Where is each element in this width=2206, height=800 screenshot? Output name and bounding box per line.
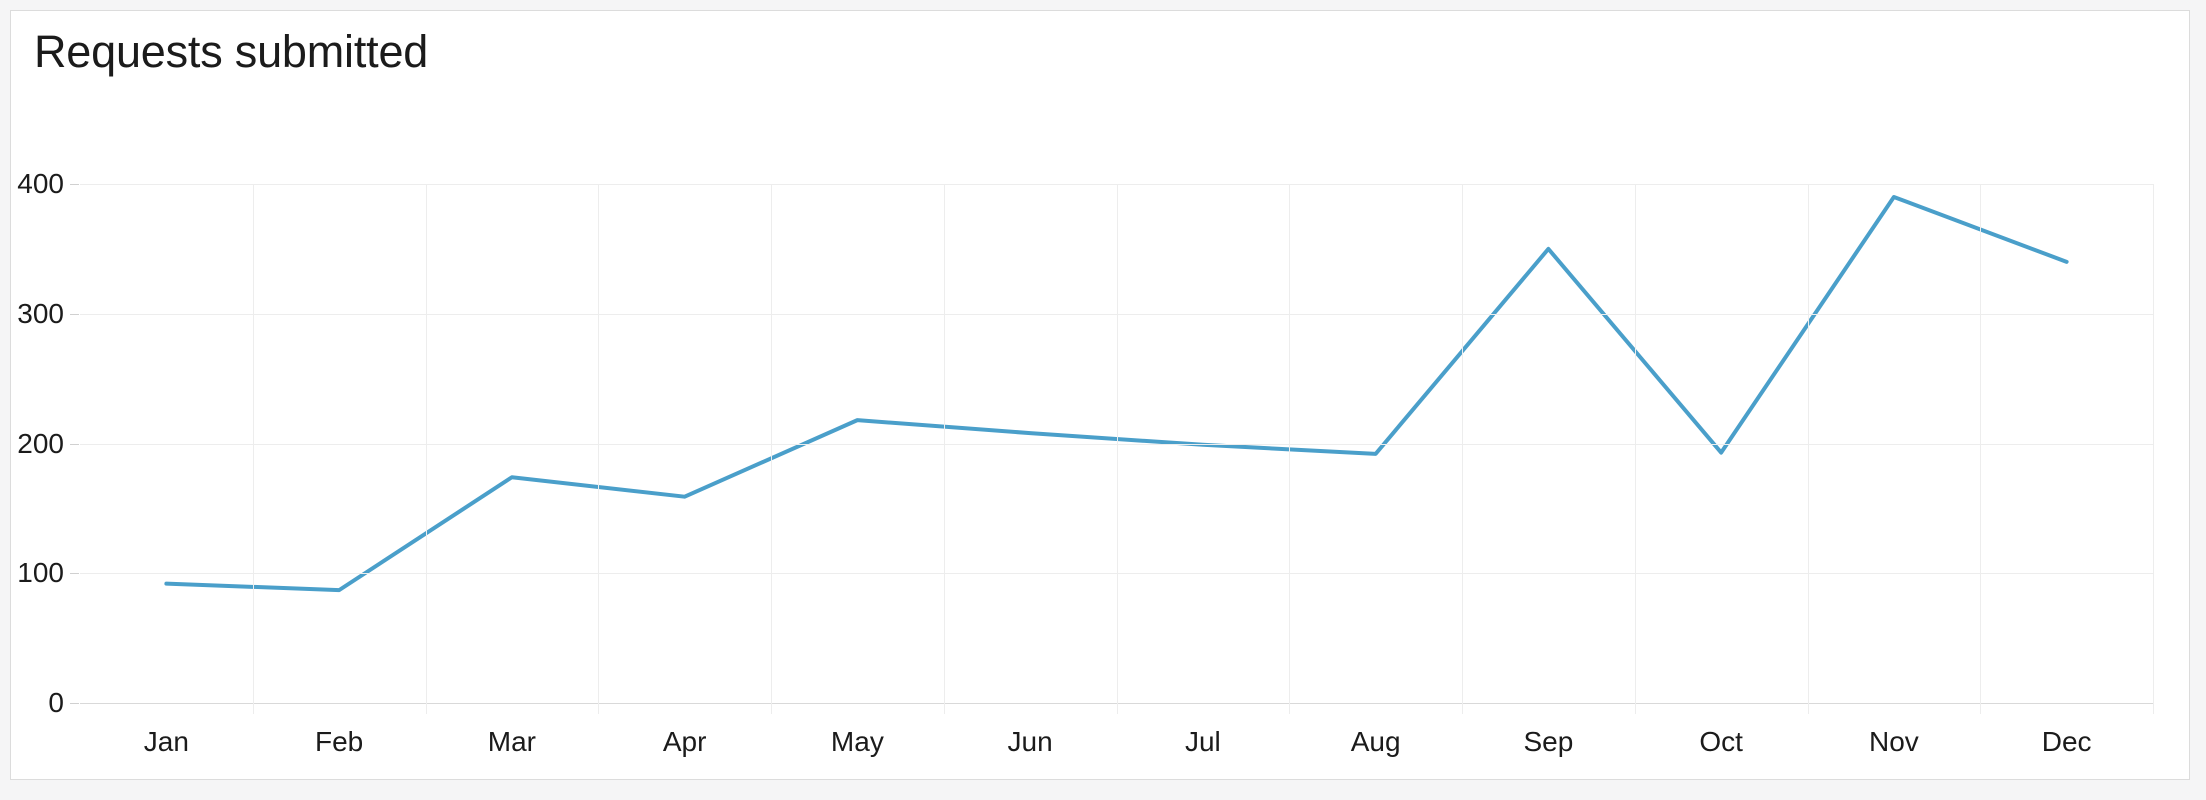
y-tick-label: 0 bbox=[48, 687, 64, 718]
y-tick-label: 400 bbox=[17, 168, 64, 199]
x-gridline bbox=[1635, 184, 1636, 714]
x-gridline bbox=[1117, 184, 1118, 714]
x-tick-label: Mar bbox=[487, 726, 536, 757]
y-tick-mark bbox=[70, 443, 79, 445]
x-gridline bbox=[1289, 184, 1290, 714]
x-tick-label: Aug bbox=[1350, 726, 1401, 757]
x-tick-label: Jul bbox=[1184, 726, 1221, 757]
x-tick-label: Jun bbox=[1007, 726, 1053, 757]
chart-plot-area: 0 100 200 300 400 Jan Feb Mar Apr May Jun Jul Aug Sep… bbox=[17, 168, 2154, 757]
x-tick-label: Nov bbox=[1868, 726, 1919, 757]
chart-card: Requests submitted 0 100 200 300 400 Jan Feb Ma… bbox=[10, 10, 2190, 780]
x-gridline bbox=[2153, 184, 2154, 714]
line-series-requests-submitted bbox=[80, 184, 2153, 703]
y-tick-label: 200 bbox=[17, 427, 64, 459]
x-tick-label: Oct bbox=[1699, 726, 1743, 757]
x-gridline bbox=[1462, 184, 1463, 714]
x-tick-label: Dec bbox=[2041, 726, 2092, 757]
page-title: Requests submitted bbox=[34, 26, 429, 77]
y-tick-label: 300 bbox=[17, 297, 64, 329]
x-tick-label: Apr bbox=[662, 726, 707, 757]
y-tick-mark bbox=[70, 184, 79, 185]
x-gridline bbox=[944, 184, 945, 714]
y-gridline bbox=[80, 573, 2153, 575]
y-gridline bbox=[80, 443, 2153, 445]
y-tick-label: 100 bbox=[17, 557, 64, 589]
x-tick-label: Feb bbox=[315, 726, 364, 757]
x-gridline bbox=[1808, 184, 1809, 714]
y-gridline bbox=[80, 703, 2153, 704]
x-gridline bbox=[771, 184, 772, 714]
y-gridline bbox=[80, 184, 2153, 185]
y-gridline bbox=[80, 313, 2153, 315]
y-tick-mark bbox=[70, 313, 79, 315]
x-tick-label: Sep bbox=[1523, 726, 1574, 757]
x-gridline bbox=[426, 184, 427, 714]
x-tick-label: Jan bbox=[143, 726, 189, 757]
y-tick-mark bbox=[70, 703, 79, 704]
x-gridline bbox=[1980, 184, 1981, 714]
y-tick-mark bbox=[70, 573, 79, 575]
x-gridline bbox=[253, 184, 254, 714]
x-gridline bbox=[598, 184, 599, 714]
x-tick-label: May bbox=[830, 726, 884, 757]
